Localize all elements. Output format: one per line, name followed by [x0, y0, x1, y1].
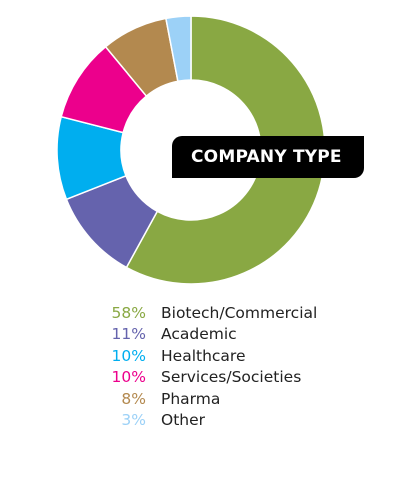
legend-item: 11% Academic [96, 324, 356, 346]
legend-label: Other [161, 411, 206, 430]
donut-chart [56, 15, 326, 285]
chart-legend: 58% Biotech/Commercial 11% Academic 10% Healt… [96, 302, 356, 431]
legend-percent: 10% [111, 346, 146, 365]
legend-percent: 58% [111, 303, 146, 322]
legend-item: 10% Services/Societies [96, 367, 356, 389]
legend-item: 58% Biotech/Commercial [96, 302, 356, 324]
legend-percent: 11% [111, 325, 146, 344]
legend-label: Healthcare [161, 346, 246, 365]
legend-percent: 8% [121, 389, 146, 408]
donut-slice-biotech-commercial [125, 15, 326, 285]
legend-label: Services/Societies [161, 368, 302, 387]
legend-item: 10% Healthcare [96, 345, 356, 367]
legend-label: Academic [161, 325, 237, 344]
legend-label: Pharma [161, 389, 221, 408]
legend-item: 3% Other [96, 410, 356, 432]
donut-slice-other [165, 15, 192, 83]
legend-percent: 3% [121, 411, 146, 430]
legend-label: Biotech/Commercial [161, 303, 318, 322]
chart-title: COMPANY TYPE [172, 136, 364, 178]
legend-percent: 10% [111, 368, 146, 387]
legend-item: 8% Pharma [96, 388, 356, 410]
